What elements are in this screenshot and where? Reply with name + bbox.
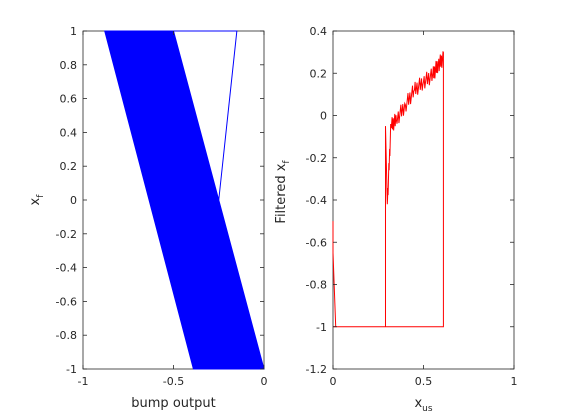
left-x-axis-label: bump output [131, 396, 215, 411]
blue-outline-line [173, 30, 238, 201]
right-plot-series [332, 51, 444, 328]
ax1-x-tick-label: -0.5 [163, 375, 184, 388]
ax1-y-tick-label: -0.2 [56, 228, 77, 241]
left-subplot: -1 -0.5 0 1 0.8 0.6 0.4 0.2 0 -0.2 -0.4 -0.6 -0.8-1 … [28, 25, 268, 411]
ax1-y-tick-label: 0.6 [60, 93, 78, 106]
right-subplot: 0 0.5 1 0.4 0.2 0 -0.2 -0.4 -0.6 -0.8 -1 -1.2 xus F… [274, 25, 518, 414]
red-series-line [332, 51, 444, 328]
right-y-axis-label-sub: f [282, 160, 292, 164]
right-ticks: 0 0.5 1 0.4 0.2 0 -0.2 -0.4 -0.6 -0.8 -1 -1.2 [306, 25, 518, 388]
ax1-y-tick-label: 0.2 [60, 160, 78, 173]
ax2-y-tick-label: -0.2 [306, 152, 327, 165]
ax2-y-tick-label: 0.4 [310, 25, 328, 38]
ax2-y-tick-label: -0.6 [306, 236, 327, 249]
left-ticks: -1 -0.5 0 1 0.8 0.6 0.4 0.2 0 -0.2 -0.4 -0.6 -0.8 -1 [56, 25, 268, 388]
left-y-axis-label: xf [28, 194, 46, 206]
ax1-y-tick-label: -0.6 [56, 295, 77, 308]
right-y-axis-label: Filtered xf [274, 160, 292, 224]
right-plot-area [332, 30, 515, 370]
ax2-y-tick-label: -0.8 [306, 279, 327, 292]
ax2-y-tick-label: -1 [316, 321, 327, 334]
ax2-y-tick-label: -0.4 [306, 194, 327, 207]
ax2-x-tick-label: 0 [330, 375, 337, 388]
ax1-y-tick-label: 0.4 [60, 126, 78, 139]
ax1-y-tick-label: -1 [66, 363, 77, 376]
ax2-x-tick-label: 0.5 [415, 375, 433, 388]
ax1-y-tick-label: 0 [70, 194, 77, 207]
ax1-x-tick-label: 0 [261, 375, 268, 388]
right-x-axis-label-sub: us [422, 404, 433, 414]
ax1-y-tick-label: 1 [70, 25, 77, 38]
ax2-y-tick-label: 0.2 [310, 67, 328, 80]
right-x-axis-label: xus [414, 396, 432, 414]
left-y-axis-label-sub: f [36, 194, 46, 198]
ax2-y-tick-label: -1.2 [306, 363, 327, 376]
ax1-y-tick-label: 0.8 [60, 59, 78, 72]
ax2-y-tick-label: 0 [320, 110, 327, 123]
ax1-x-tick-label: -1 [78, 375, 89, 388]
right-y-axis-label-main: Filtered x [274, 163, 289, 223]
ax1-y-tick-label: -0.4 [56, 262, 77, 275]
right-x-axis-label-main: x [414, 396, 422, 411]
ax2-x-tick-label: 1 [511, 375, 518, 388]
ax1-y-tick-label: -0.8 [56, 329, 77, 342]
left-y-axis-label-main: x [28, 197, 43, 205]
